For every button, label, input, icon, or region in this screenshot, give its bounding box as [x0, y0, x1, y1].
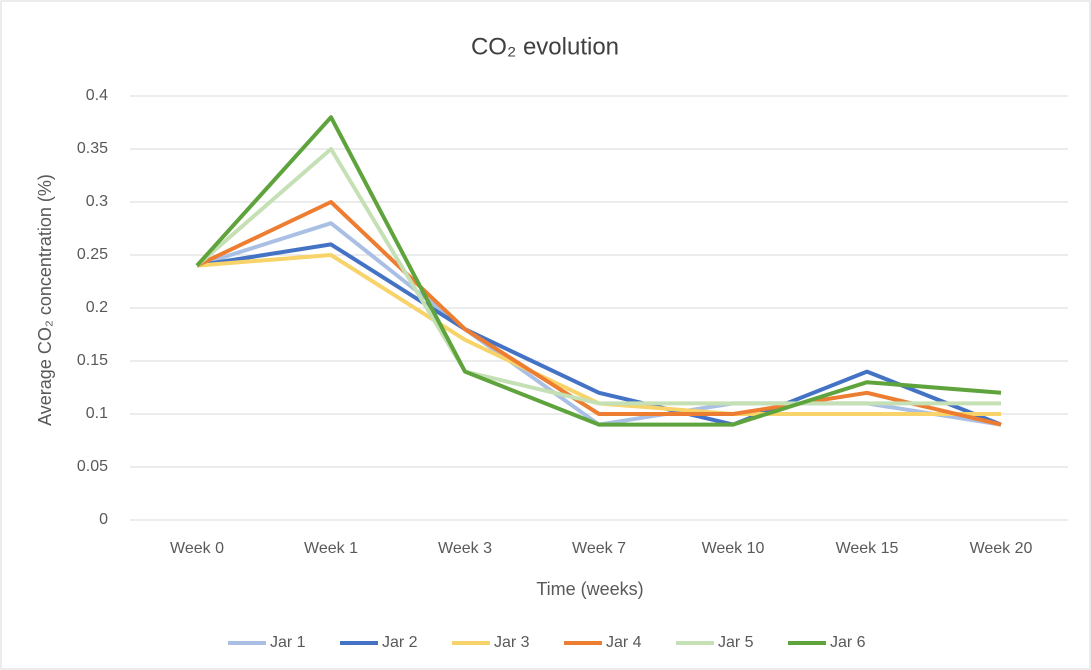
y-tick-label: 0.25 — [77, 246, 108, 263]
legend-label: Jar 4 — [606, 634, 642, 651]
chart-title: CO₂ evolution — [471, 33, 619, 60]
x-tick-label: Week 20 — [970, 540, 1033, 557]
legend-label: Jar 5 — [718, 634, 754, 651]
y-tick-label: 0.2 — [86, 299, 108, 316]
y-tick-label: 0.1 — [86, 405, 108, 422]
x-tick-label: Week 3 — [438, 540, 492, 557]
x-tick-label: Week 10 — [702, 540, 765, 557]
x-tick-label: Week 1 — [304, 540, 358, 557]
x-axis-title: Time (weeks) — [536, 579, 643, 599]
y-tick-label: 0.15 — [77, 352, 108, 369]
x-tick-label: Week 0 — [170, 540, 224, 557]
legend-label: Jar 3 — [494, 634, 530, 651]
x-tick-label: Week 15 — [836, 540, 899, 557]
series-line — [195, 115, 1002, 427]
x-tick-label: Week 7 — [572, 540, 626, 557]
y-tick-label: 0.05 — [77, 458, 108, 475]
legend-label: Jar 6 — [830, 634, 866, 651]
y-tick-label: 0.4 — [86, 87, 108, 104]
legend-label: Jar 1 — [270, 634, 306, 651]
series-line — [196, 200, 1002, 427]
legend-label: Jar 2 — [382, 634, 418, 651]
y-tick-label: 0 — [99, 511, 108, 528]
y-tick-label: 0.3 — [86, 193, 108, 210]
series-line — [195, 147, 1001, 406]
series-line — [196, 242, 1002, 427]
y-axis-title: Average CO₂ concentration (%) — [35, 174, 55, 426]
y-tick-label: 0.35 — [77, 140, 108, 157]
